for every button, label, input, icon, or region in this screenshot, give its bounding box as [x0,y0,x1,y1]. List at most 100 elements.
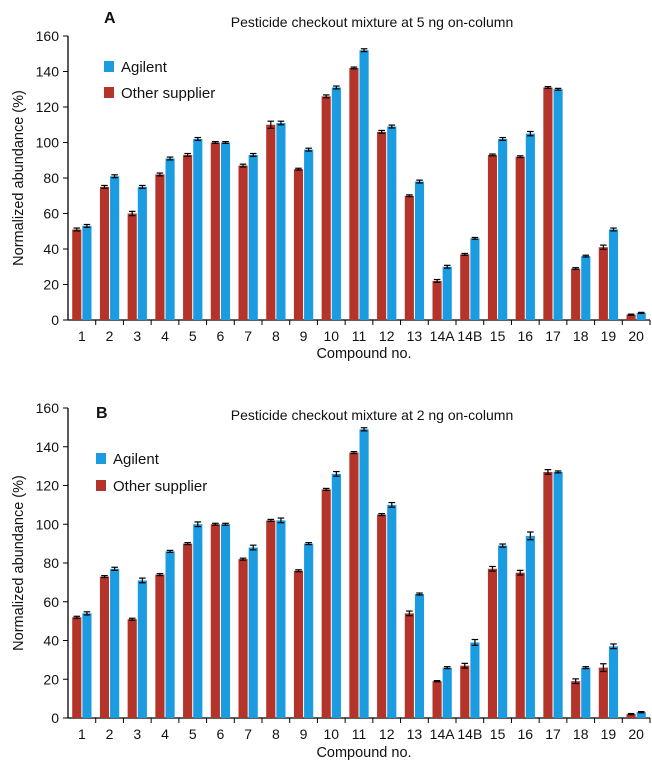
x-tick-label: 10 [323,328,339,344]
bar-agilent [470,642,480,718]
bar-other-supplier [238,165,248,320]
error-bar [406,610,413,617]
error-bar [627,712,635,716]
x-tick-label: 5 [189,328,197,344]
error-bar [499,136,506,141]
bar-other-supplier [626,714,636,718]
error-bar [461,252,469,256]
error-bar [156,573,164,577]
bar-other-supplier [349,67,359,320]
legend-label: Other supplier [121,85,215,102]
error-bar [610,227,617,232]
bar-agilent [110,568,120,718]
bar-other-supplier [266,124,276,320]
x-tick-label: 17 [545,328,561,344]
bar-other-supplier [127,619,137,718]
x-tick-label: 15 [490,726,506,742]
error-bar [166,549,174,553]
error-bar [433,278,441,283]
bar-agilent [304,543,314,718]
y-axis-label: Normalized abundance (%) [11,475,27,651]
bar-other-supplier [377,131,387,320]
error-bar [101,574,108,579]
error-bar [305,542,312,546]
bar-other-supplier [377,514,387,718]
legend-label: Agilent [113,451,160,468]
bar-agilent [137,580,147,718]
bar-agilent [414,181,425,320]
error-bar [239,557,247,561]
x-tick-label: 13 [407,328,423,344]
y-tick-label: 140 [36,64,60,80]
bar-other-supplier [460,254,470,320]
bar-agilent [359,50,369,320]
x-tick-label: 4 [161,328,169,344]
x-tick-label: 10 [323,726,339,742]
bar-agilent [553,471,563,718]
x-tick-label: 7 [244,328,252,344]
x-tick-label: 2 [106,328,114,344]
error-bar [156,172,164,177]
error-bar [527,130,534,137]
legend-swatch-other-supplier [104,87,114,98]
y-tick-label: 60 [43,206,59,222]
error-bar [572,267,579,271]
bar-other-supplier [266,520,276,718]
error-bar [516,569,524,576]
chart-title: Pesticide checkout mixture at 5 ng on-co… [231,14,513,30]
error-bar [637,711,645,714]
bar-agilent [525,133,535,320]
error-bar [360,48,368,53]
x-tick-label: 1 [78,328,86,344]
error-bar [128,617,136,621]
bar-other-supplier [515,156,525,320]
error-bar [406,194,413,198]
bar-agilent [414,594,425,718]
error-bar [499,543,506,548]
bar-agilent [553,89,563,320]
y-tick-label: 80 [43,170,59,186]
error-bar [489,153,496,157]
x-tick-label: 13 [407,726,423,742]
bar-agilent [137,186,147,320]
y-tick-label: 120 [36,478,60,494]
bar-other-supplier [99,186,110,320]
error-bar [295,569,302,573]
error-bar [249,544,257,551]
x-tick-label: 16 [517,726,533,742]
bar-agilent [82,225,92,320]
y-axis-label: Normalized abundance (%) [11,90,27,266]
error-bar [572,678,579,685]
legend-swatch-agilent [96,453,106,464]
bar-agilent [525,535,535,718]
error-bar [267,518,275,522]
error-bar [433,680,441,683]
bar-other-supplier [210,142,220,320]
x-tick-label: 12 [379,726,395,742]
y-tick-label: 100 [36,516,60,532]
error-bar [443,264,451,269]
error-bar [73,227,81,232]
bar-other-supplier [487,568,498,718]
error-bar [333,85,340,90]
x-tick-label: 9 [300,726,308,742]
bar-agilent [331,87,341,320]
bar-other-supplier [432,280,442,320]
bar-agilent [387,504,397,718]
bar-other-supplier [543,87,553,320]
x-tick-label: 11 [352,328,367,344]
error-bar [333,470,340,477]
x-tick-label: 4 [161,726,169,742]
legend-swatch-agilent [104,61,114,72]
x-tick-label: 15 [490,328,506,344]
error-bar [212,522,219,526]
bar-other-supplier [321,489,331,718]
error-bar [111,566,118,571]
bar-agilent [82,613,92,718]
x-tick-label: 20 [628,726,644,742]
panel-label: A [104,10,116,27]
error-bar [277,120,285,126]
error-bar [111,174,118,179]
x-tick-label: 17 [545,726,561,742]
